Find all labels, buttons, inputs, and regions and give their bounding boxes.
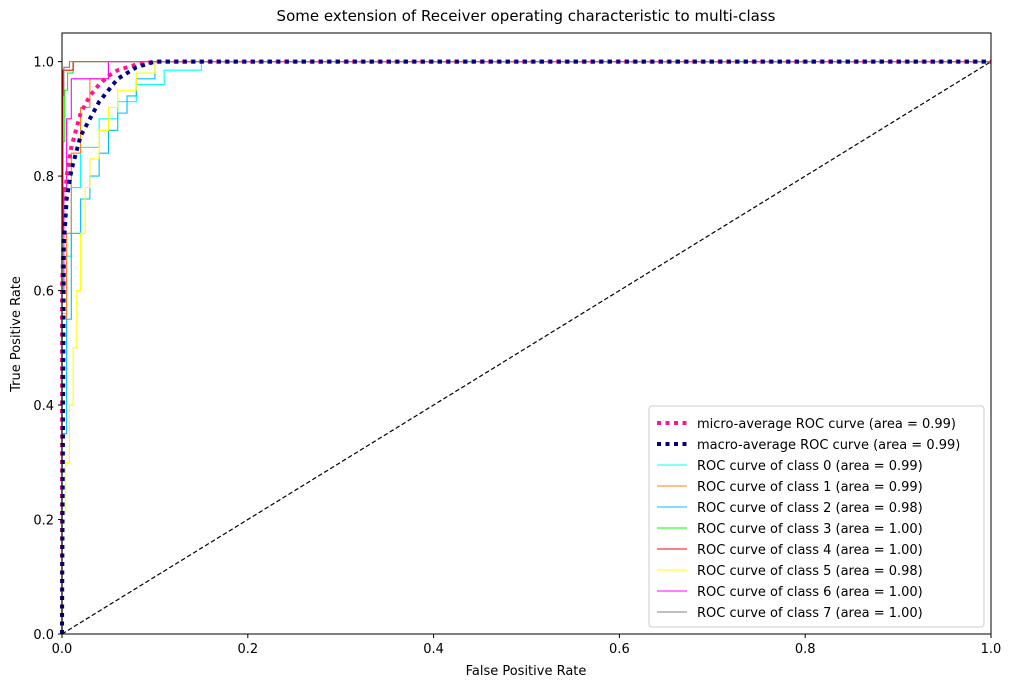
axes-layer: 0.0 0.2 0.4 0.6 0.8 1.0 0.0 0.2 0.4 0.6 0.8 1.0 (33, 32, 1002, 657)
y-tick-label: 0.0 (33, 628, 54, 643)
legend-entry-8: ROC curve of class 6 (area = 1.00) (697, 585, 923, 600)
chart-title: Some extension of Receiver operating cha… (277, 7, 776, 25)
x-tick-label: 0.6 (609, 642, 630, 657)
legend-entry-6: ROC curve of class 4 (area = 1.00) (697, 543, 923, 558)
x-tick-label: 0.4 (423, 642, 444, 657)
y-tick-label: 0.8 (33, 170, 54, 185)
y-tick-label: 1.0 (33, 56, 54, 71)
y-axis-label: True Positive Rate (9, 276, 24, 393)
x-tick-label: 0.0 (52, 642, 73, 657)
axes-frame (61, 32, 992, 635)
legend-entry-1: macro-average ROC curve (area = 0.99) (697, 438, 960, 453)
series-line-1 (60, 59, 991, 635)
legend: micro-average ROC curve (area = 0.99) mac… (648, 405, 985, 628)
y-tick-label: 0.4 (33, 399, 54, 414)
x-tick-label: 0.8 (795, 642, 816, 657)
y-tick-label: 0.6 (33, 285, 54, 300)
series-line-7 (61, 61, 991, 634)
legend-entry-3: ROC curve of class 1 (area = 0.99) (697, 480, 923, 495)
x-tick-label: 1.0 (981, 642, 1002, 657)
legend-entry-4: ROC curve of class 2 (area = 0.98) (697, 501, 923, 516)
legend-entry-0: micro-average ROC curve (area = 0.99) (697, 417, 956, 432)
y-tick-label: 0.2 (33, 514, 54, 529)
x-axis-label: False Positive Rate (466, 664, 587, 679)
legend-box (648, 405, 985, 628)
legend-entry-5: ROC curve of class 3 (area = 1.00) (697, 522, 923, 537)
legend-entry-9: ROC curve of class 7 (area = 1.00) (697, 606, 923, 621)
legend-entry-2: ROC curve of class 0 (area = 0.99) (697, 459, 923, 474)
x-tick-label: 0.2 (237, 642, 258, 657)
legend-entry-7: ROC curve of class 5 (area = 0.98) (697, 564, 923, 579)
